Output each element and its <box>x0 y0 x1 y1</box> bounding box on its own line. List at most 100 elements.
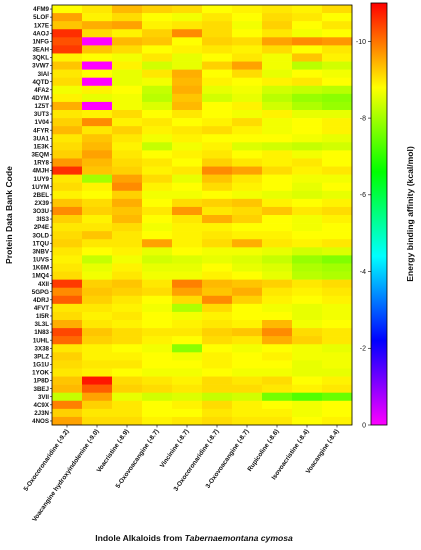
heatmap-cell <box>322 190 353 200</box>
heatmap-cell <box>112 182 143 192</box>
heatmap-cell <box>202 5 233 14</box>
heatmap-cell <box>262 408 293 418</box>
heatmap-cell <box>172 77 203 87</box>
heatmap-cell <box>232 408 263 418</box>
x-tick-label: Voacangine hydroxyindolenine (-9.0) <box>31 428 100 523</box>
heatmap-cell <box>172 37 203 46</box>
y-tick-label: 1UVS <box>33 257 49 264</box>
heatmap-cell <box>52 311 83 321</box>
heatmap-cell <box>142 368 173 377</box>
y-tick-label: 1Z5T <box>35 103 50 110</box>
heatmap-cell <box>262 352 293 361</box>
heatmap-cell <box>172 29 203 38</box>
heatmap-cell <box>262 392 293 402</box>
heatmap-cell <box>292 215 323 224</box>
heatmap-cell <box>172 408 203 418</box>
heatmap-cell <box>142 360 173 369</box>
heatmap-cell <box>142 29 173 38</box>
heatmap-cell <box>112 29 143 38</box>
heatmap-cell <box>112 408 143 418</box>
y-tick-label: 4XII <box>38 281 49 288</box>
heatmap-cell <box>202 247 233 256</box>
heatmap-cell <box>232 126 263 135</box>
heatmap-cell <box>292 150 323 159</box>
heatmap-cell <box>172 174 203 183</box>
y-tick-label: 3QKL <box>32 55 49 62</box>
heatmap-cell <box>82 352 113 361</box>
heatmap-cell <box>112 21 143 30</box>
heatmap-cell <box>142 45 173 54</box>
heatmap-cell <box>202 368 233 377</box>
heatmap-cell <box>142 85 173 95</box>
heatmap-cell <box>262 166 293 175</box>
heatmap-cell <box>172 166 203 175</box>
heatmap-cell <box>262 303 293 313</box>
heatmap-cell <box>292 206 323 216</box>
y-tick-label: 1K6M <box>32 265 49 272</box>
heatmap-cell <box>262 328 293 337</box>
heatmap-cell <box>172 190 203 200</box>
heatmap-cell <box>52 360 83 369</box>
heatmap-cell <box>112 320 143 329</box>
heatmap-cell <box>202 384 233 393</box>
heatmap-cell <box>112 392 143 402</box>
heatmap-cell <box>82 239 113 248</box>
heatmap-cell <box>202 352 233 361</box>
heatmap-cell <box>202 21 233 30</box>
heatmap-cell <box>262 69 293 78</box>
heatmap-cell <box>52 150 83 159</box>
y-tick-label: 3VII <box>38 394 49 401</box>
heatmap-cell <box>322 328 353 337</box>
heatmap-cell <box>52 166 83 175</box>
y-tick-label: 1P8D <box>34 378 50 385</box>
heatmap-cell <box>292 303 323 313</box>
heatmap-cell <box>322 134 353 143</box>
heatmap-cell <box>322 352 353 361</box>
y-tick-label: 5LOF <box>33 14 49 21</box>
y-tick-label: 2J3N <box>34 410 49 417</box>
heatmap-cell <box>52 231 83 240</box>
heatmap-cell <box>82 166 113 175</box>
heatmap-cell <box>292 279 323 288</box>
heatmap-cell <box>52 21 83 30</box>
heatmap-cell <box>262 376 293 385</box>
heatmap-cell <box>202 360 233 369</box>
heatmap-cell <box>202 303 233 313</box>
heatmap-cell <box>322 360 353 369</box>
heatmap-cell <box>262 239 293 248</box>
heatmap-cell <box>52 198 83 208</box>
heatmap-cell <box>112 368 143 377</box>
heatmap-cell <box>292 126 323 135</box>
heatmap-cell <box>232 142 263 151</box>
heatmap-cell <box>172 287 203 297</box>
heatmap-cell <box>172 255 203 264</box>
heatmap-cell <box>112 69 143 78</box>
heatmap-cell <box>82 263 113 272</box>
heatmap-cell <box>262 182 293 192</box>
heatmap-cell <box>232 198 263 208</box>
heatmap-cell <box>112 110 143 119</box>
colorbar-tick-label: -10 <box>356 39 366 46</box>
heatmap-cell <box>322 101 353 111</box>
heatmap-cell <box>202 174 233 183</box>
heatmap-cell <box>82 13 113 22</box>
heatmap-cell <box>142 77 173 87</box>
heatmap-cell <box>292 263 323 272</box>
heatmap-cell <box>82 190 113 200</box>
heatmap-cell <box>172 110 203 119</box>
heatmap-cell <box>202 158 233 167</box>
heatmap-cell <box>292 53 323 62</box>
heatmap-cell <box>112 223 143 232</box>
heatmap-cell <box>142 101 173 111</box>
heatmap-cell <box>202 400 233 410</box>
heatmap-cell <box>142 126 173 135</box>
heatmap-cell <box>142 416 173 426</box>
heatmap-cell <box>292 247 323 256</box>
heatmap-cell <box>142 190 173 200</box>
heatmap-cell <box>322 37 353 46</box>
heatmap-cell <box>172 416 203 426</box>
heatmap-cell <box>82 110 113 119</box>
heatmap-cell <box>82 271 113 280</box>
heatmap-cell <box>322 239 353 248</box>
heatmap-cell <box>172 344 203 353</box>
